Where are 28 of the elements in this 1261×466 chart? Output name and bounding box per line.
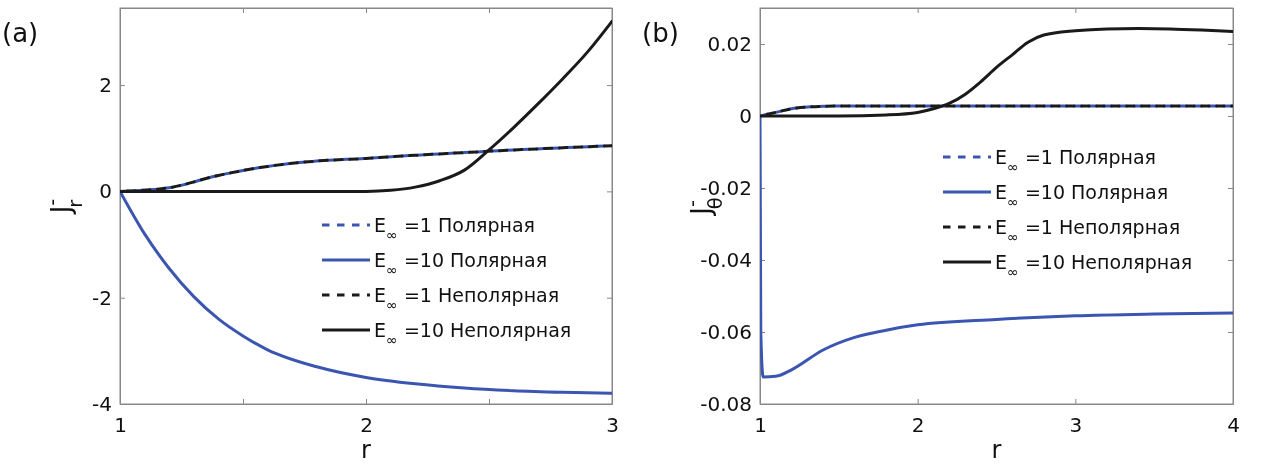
y-tick-label: 0.02 <box>707 31 752 56</box>
legend-label: E$_{∞}$ =1 Полярная <box>374 214 536 243</box>
chart-title: (b) <box>642 18 679 48</box>
legend-label: E$_{∞}$ =1 Неполярная <box>374 284 560 313</box>
x-tick-label: 4 <box>1227 413 1240 437</box>
y-tick-label: -0.04 <box>700 247 752 272</box>
legend-label: E$_{∞}$ =10 Полярная <box>995 181 1169 210</box>
y-tick-label: -4 <box>92 391 112 416</box>
x-tick-label: 3 <box>1069 413 1083 437</box>
legend-label: E$_{∞}$ =10 Неполярная <box>995 251 1193 280</box>
y-tick-label: 2 <box>99 72 112 97</box>
y-tick-label: -2 <box>92 285 112 310</box>
x-tick-label: 1 <box>754 413 767 437</box>
y-tick-label: 0 <box>99 179 112 204</box>
x-tick-label: 1 <box>114 413 127 437</box>
y-tick-label: -0.08 <box>700 391 752 416</box>
legend-label: E$_{∞}$ =1 Неполярная <box>995 216 1181 245</box>
legend-label: E$_{∞}$ =1 Полярная <box>995 146 1157 175</box>
x-axis-title: r <box>361 436 372 464</box>
y-tick-label: -0.06 <box>700 319 752 344</box>
chart-title: (a) <box>2 18 39 48</box>
y-tick-label: 0 <box>739 103 752 128</box>
x-tick-label: 2 <box>911 413 925 437</box>
x-axis-title: r <box>991 436 1002 464</box>
x-tick-label: 3 <box>606 413 619 437</box>
legend-label: E$_{∞}$ =10 Неполярная <box>374 319 572 348</box>
x-tick-label: 2 <box>360 413 373 437</box>
legend-label: E$_{∞}$ =10 Полярная <box>374 249 548 278</box>
